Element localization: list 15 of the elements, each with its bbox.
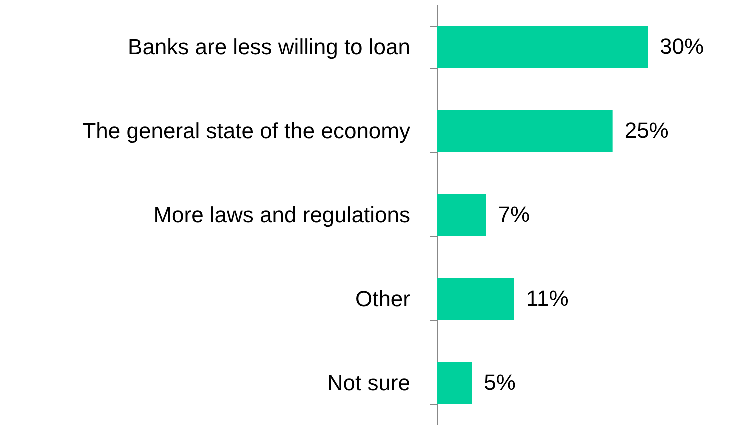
y-tick-label: Not sure xyxy=(327,370,410,396)
y-tick-label: Banks are less willing to loan xyxy=(128,34,410,60)
data-label: 11% xyxy=(526,286,569,311)
y-tick-label: More laws and regulations xyxy=(154,202,410,228)
data-label: 7% xyxy=(498,202,530,227)
bar xyxy=(437,278,514,320)
data-label: 5% xyxy=(484,370,516,395)
bar xyxy=(437,194,486,236)
bar xyxy=(437,110,613,152)
bar xyxy=(437,362,472,404)
y-tick-label: Other xyxy=(355,286,410,312)
data-label: 25% xyxy=(624,118,669,143)
data-label: 30% xyxy=(660,34,704,59)
bar xyxy=(437,26,648,68)
y-tick-label: The general state of the economy xyxy=(82,118,410,144)
